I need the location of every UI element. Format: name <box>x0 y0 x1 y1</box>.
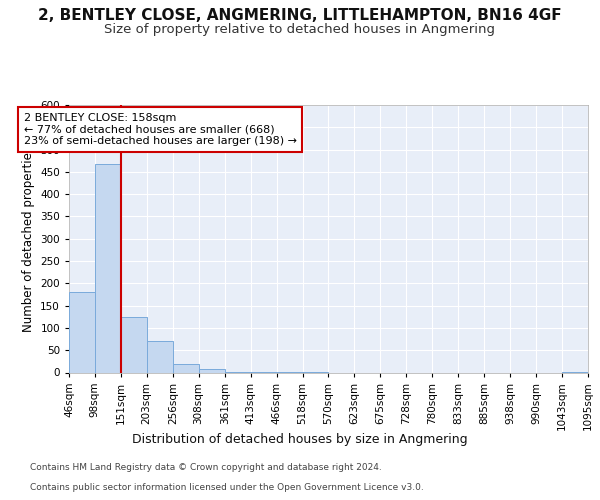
Bar <box>173 364 199 372</box>
Y-axis label: Number of detached properties: Number of detached properties <box>22 146 35 332</box>
Text: Distribution of detached houses by size in Angmering: Distribution of detached houses by size … <box>132 432 468 446</box>
Text: 2 BENTLEY CLOSE: 158sqm
← 77% of detached houses are smaller (668)
23% of semi-d: 2 BENTLEY CLOSE: 158sqm ← 77% of detache… <box>23 113 296 146</box>
Bar <box>121 317 146 372</box>
Text: Size of property relative to detached houses in Angmering: Size of property relative to detached ho… <box>104 22 496 36</box>
Bar <box>199 370 225 372</box>
Bar <box>95 164 121 372</box>
Text: Contains HM Land Registry data © Crown copyright and database right 2024.: Contains HM Land Registry data © Crown c… <box>30 464 382 472</box>
Text: Contains public sector information licensed under the Open Government Licence v3: Contains public sector information licen… <box>30 484 424 492</box>
Bar <box>146 342 173 372</box>
Text: 2, BENTLEY CLOSE, ANGMERING, LITTLEHAMPTON, BN16 4GF: 2, BENTLEY CLOSE, ANGMERING, LITTLEHAMPT… <box>38 8 562 22</box>
Bar <box>69 292 95 372</box>
